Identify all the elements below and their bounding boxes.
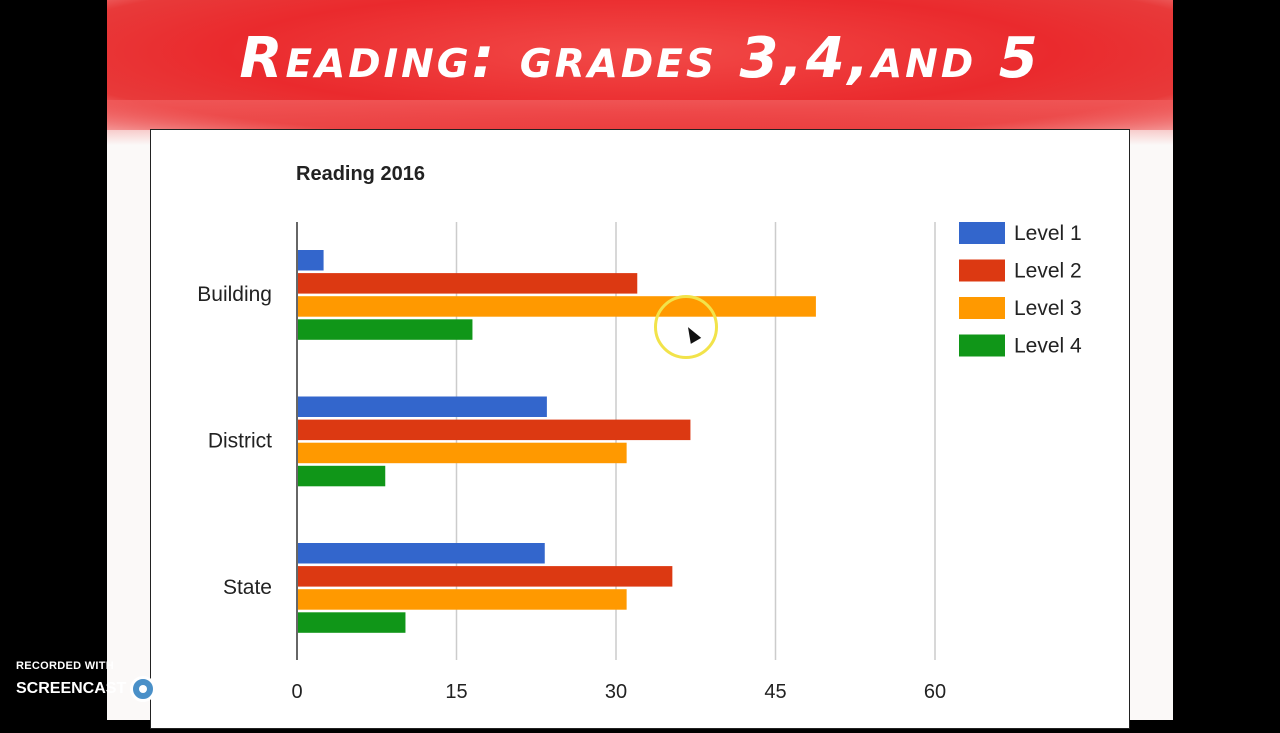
screencast-watermark: RECORDED WITH SCREENCAST MATIC <box>16 660 210 702</box>
reading-chart: Reading 2016 Building District State 0 15 30… <box>197 163 1082 703</box>
legend-label: Level 4 <box>1014 335 1082 358</box>
category-label: District <box>208 429 272 452</box>
legend-label: Level 2 <box>1014 260 1082 283</box>
bar-state-level-3[interactable] <box>298 589 627 610</box>
category-label: Building <box>197 283 272 306</box>
watermark-left: SCREENCAST <box>16 680 127 697</box>
x-tick-label: 30 <box>605 681 627 703</box>
watermark-line1: RECORDED WITH <box>16 660 115 672</box>
legend-swatch <box>959 222 1005 244</box>
legend-swatch <box>959 259 1005 282</box>
chart-panel: Reading 2016 Building District State 0 15 30… <box>150 129 1130 729</box>
bar-district-level-1[interactable] <box>298 396 547 418</box>
bar-building-level-3[interactable] <box>298 296 816 317</box>
screencast-logo-icon <box>130 676 157 702</box>
legend-swatch <box>959 297 1005 319</box>
watermark-right: MATIC <box>160 680 210 697</box>
bar-state-level-4[interactable] <box>298 612 406 633</box>
bar-building-level-1[interactable] <box>298 250 324 271</box>
bar-district-level-4[interactable] <box>298 465 386 487</box>
bar-state-level-1[interactable] <box>298 543 545 564</box>
chart-title: Reading 2016 <box>296 163 425 185</box>
x-tick-label: 45 <box>764 681 786 703</box>
legend-label: Level 1 <box>1014 222 1082 245</box>
bar-building-level-4[interactable] <box>298 319 473 340</box>
bar-district-level-2[interactable] <box>298 419 691 441</box>
bar-state-level-2[interactable] <box>298 566 673 587</box>
legend-label: Level 3 <box>1014 297 1082 320</box>
legend-swatch <box>959 334 1005 357</box>
x-tick-label: 0 <box>291 681 302 703</box>
slide-title: Reading: grades 3,4,and 5 <box>239 26 1041 91</box>
x-tick-label: 15 <box>445 681 467 703</box>
cursor-highlight <box>654 295 718 359</box>
bar-building-level-2[interactable] <box>298 273 638 294</box>
bar-district-level-3[interactable] <box>298 442 627 464</box>
x-tick-label: 60 <box>924 681 946 703</box>
category-label: State <box>223 576 272 599</box>
